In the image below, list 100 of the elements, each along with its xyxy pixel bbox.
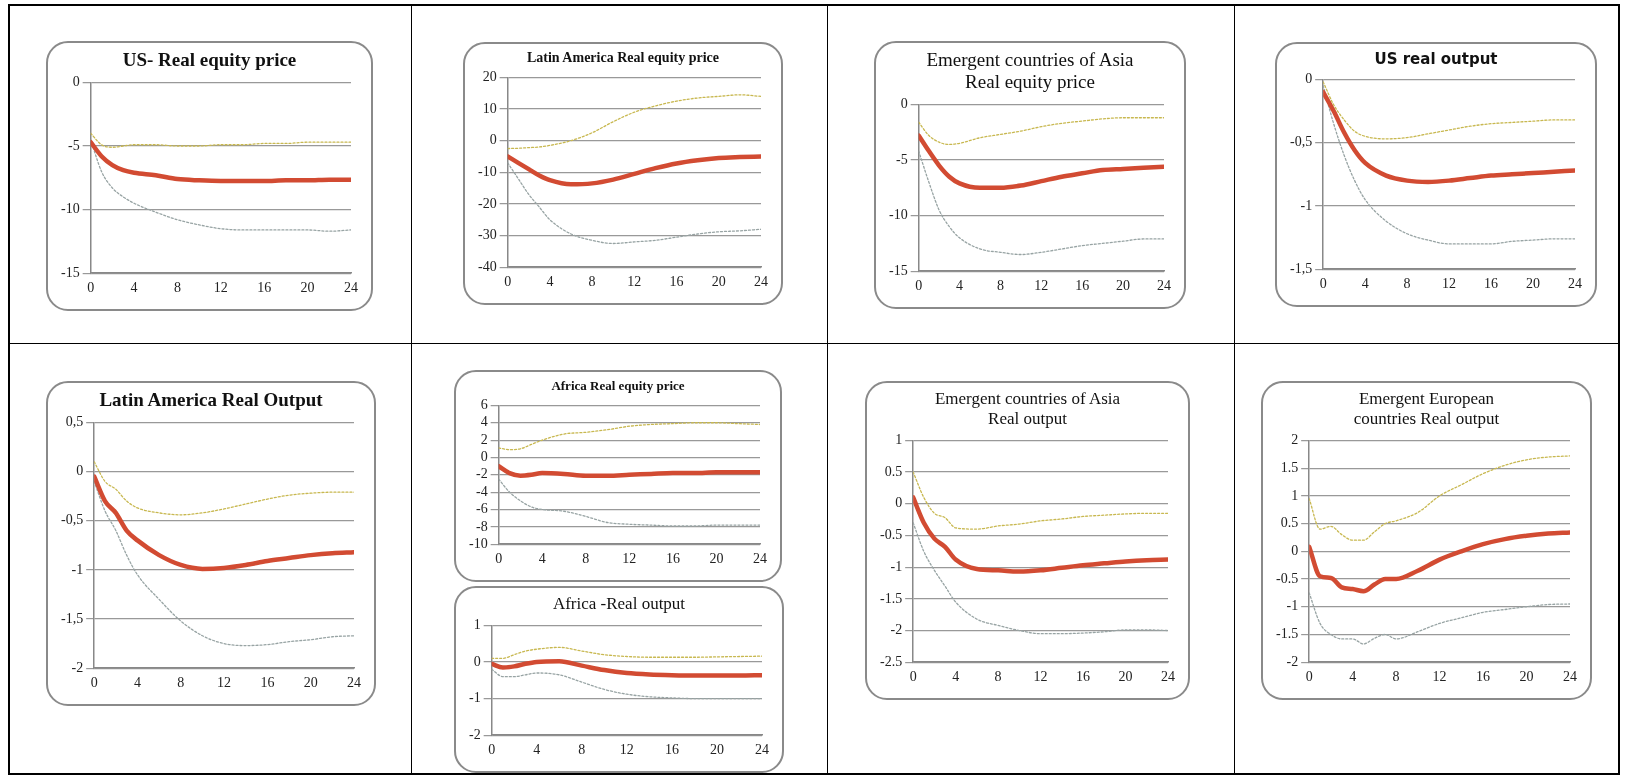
line-series [918, 117, 1164, 146]
y-tick-label: -1 [71, 561, 84, 577]
y-tick-label: 1 [1291, 487, 1299, 503]
x-tick-label: 16 [669, 274, 684, 290]
x-tick-label: 16 [257, 280, 272, 296]
y-tick-label: -2 [468, 726, 481, 742]
x-tick-label: 12 [622, 551, 637, 567]
x-tick-label: 20 [1116, 278, 1131, 294]
x-tick-label: 8 [994, 669, 1002, 685]
x-tick-label: 0 [915, 278, 923, 294]
x-tick-label: 20 [303, 675, 318, 691]
x-tick-label: 8 [177, 675, 185, 691]
y-tick-label: -2 [475, 466, 488, 482]
x-tick-label: 24 [1161, 669, 1175, 685]
x-tick-label: 16 [1076, 669, 1091, 685]
y-tick-label: -10 [468, 535, 488, 551]
chart-title: Latin America Real Output [99, 389, 323, 411]
x-tick-label: 8 [578, 742, 586, 758]
y-tick-label: 4 [480, 414, 488, 430]
x-tick-label: 24 [755, 742, 769, 758]
x-tick-label: 4 [1349, 669, 1357, 685]
chart-title: Emergent countries of Asia Real equity price [925, 49, 1135, 93]
x-tick-label: 8 [1403, 276, 1411, 292]
x-tick-label: 16 [1476, 669, 1491, 685]
x-tick-label: 16 [1484, 276, 1499, 292]
x-tick-label: 4 [130, 280, 138, 296]
x-tick-label: 8 [582, 551, 590, 567]
x-tick-label: 24 [1157, 278, 1171, 294]
x-tick-label: 20 [1526, 276, 1541, 292]
y-tick-label: -20 [477, 195, 497, 211]
x-tick-label: 24 [344, 280, 358, 296]
y-tick-label: -4 [475, 483, 488, 499]
x-tick-label: 24 [347, 675, 361, 691]
y-tick-label: -30 [477, 227, 497, 243]
x-tick-label: 20 [709, 551, 724, 567]
x-tick-label: 20 [1519, 669, 1534, 685]
y-tick-label: -1 [468, 690, 481, 706]
y-tick-label: 0 [72, 74, 80, 90]
x-tick-label: 0 [1319, 276, 1327, 292]
y-tick-label: 0 [1305, 71, 1313, 87]
y-tick-label: -1 [1300, 197, 1313, 213]
y-tick-label: 0 [489, 132, 497, 148]
x-tick-label: 4 [133, 675, 141, 691]
y-tick-label: 0,5 [65, 414, 84, 430]
y-tick-label: -10 [477, 163, 497, 179]
y-tick-label: -0,5 [1289, 134, 1313, 150]
chart-title: Africa -Real output [552, 594, 686, 614]
x-tick-label: 8 [173, 280, 181, 296]
y-tick-label: -1 [890, 558, 903, 574]
chart-title: Latin America Real equity price [526, 50, 720, 66]
x-tick-label: 20 [300, 280, 315, 296]
x-tick-label: 24 [1568, 276, 1582, 292]
y-tick-label: -10 [888, 207, 908, 223]
x-tick-label: 0 [87, 280, 95, 296]
y-tick-label: 1.5 [1280, 459, 1299, 475]
x-tick-label: 0 [90, 675, 98, 691]
y-tick-label: -0,5 [60, 512, 84, 528]
x-tick-label: 20 [1118, 669, 1133, 685]
y-tick-label: -1.5 [1275, 626, 1299, 642]
y-tick-label: -10 [60, 201, 80, 217]
y-tick-label: -8 [475, 518, 488, 534]
y-tick-label: 1 [473, 617, 481, 633]
x-tick-label: 16 [665, 551, 680, 567]
x-tick-label: 4 [533, 742, 541, 758]
y-tick-label: 0 [900, 96, 908, 112]
x-tick-label: 16 [1075, 278, 1090, 294]
y-tick-label: 0 [76, 463, 84, 479]
y-tick-label: 2 [1291, 432, 1299, 448]
y-tick-label: 6 [480, 397, 488, 413]
x-tick-label: 4 [1361, 276, 1369, 292]
y-tick-label: -2.5 [879, 653, 903, 669]
y-tick-label: 0.5 [884, 463, 903, 479]
x-tick-label: 4 [952, 669, 960, 685]
y-tick-label: -6 [475, 501, 488, 517]
x-tick-label: 4 [538, 551, 546, 567]
x-tick-label: 12 [1034, 278, 1049, 294]
x-tick-label: 20 [711, 274, 726, 290]
y-tick-label: 0 [473, 653, 481, 669]
x-tick-label: 12 [217, 675, 232, 691]
y-tick-label: 1 [895, 432, 903, 448]
y-tick-label: -1,5 [60, 610, 84, 626]
chart-title: US real output [1374, 50, 1498, 68]
line-series [491, 646, 762, 659]
x-tick-label: 12 [627, 274, 642, 290]
y-tick-label: 0.5 [1280, 515, 1299, 531]
y-tick-label: -2 [890, 622, 903, 638]
x-tick-label: 4 [956, 278, 964, 294]
y-tick-label: -15 [888, 262, 908, 278]
x-tick-label: 24 [754, 274, 768, 290]
x-tick-label: 8 [996, 278, 1004, 294]
y-tick-label: 0 [480, 449, 488, 465]
y-tick-label: -1,5 [1289, 260, 1313, 276]
y-tick-label: -5 [67, 137, 80, 153]
x-tick-label: 12 [1033, 669, 1048, 685]
y-tick-label: 2 [480, 431, 488, 447]
x-tick-label: 16 [664, 742, 679, 758]
y-tick-label: -1 [1286, 598, 1299, 614]
x-tick-label: 8 [588, 274, 596, 290]
y-tick-label: -2 [71, 659, 84, 675]
y-tick-label: -1.5 [879, 590, 903, 606]
